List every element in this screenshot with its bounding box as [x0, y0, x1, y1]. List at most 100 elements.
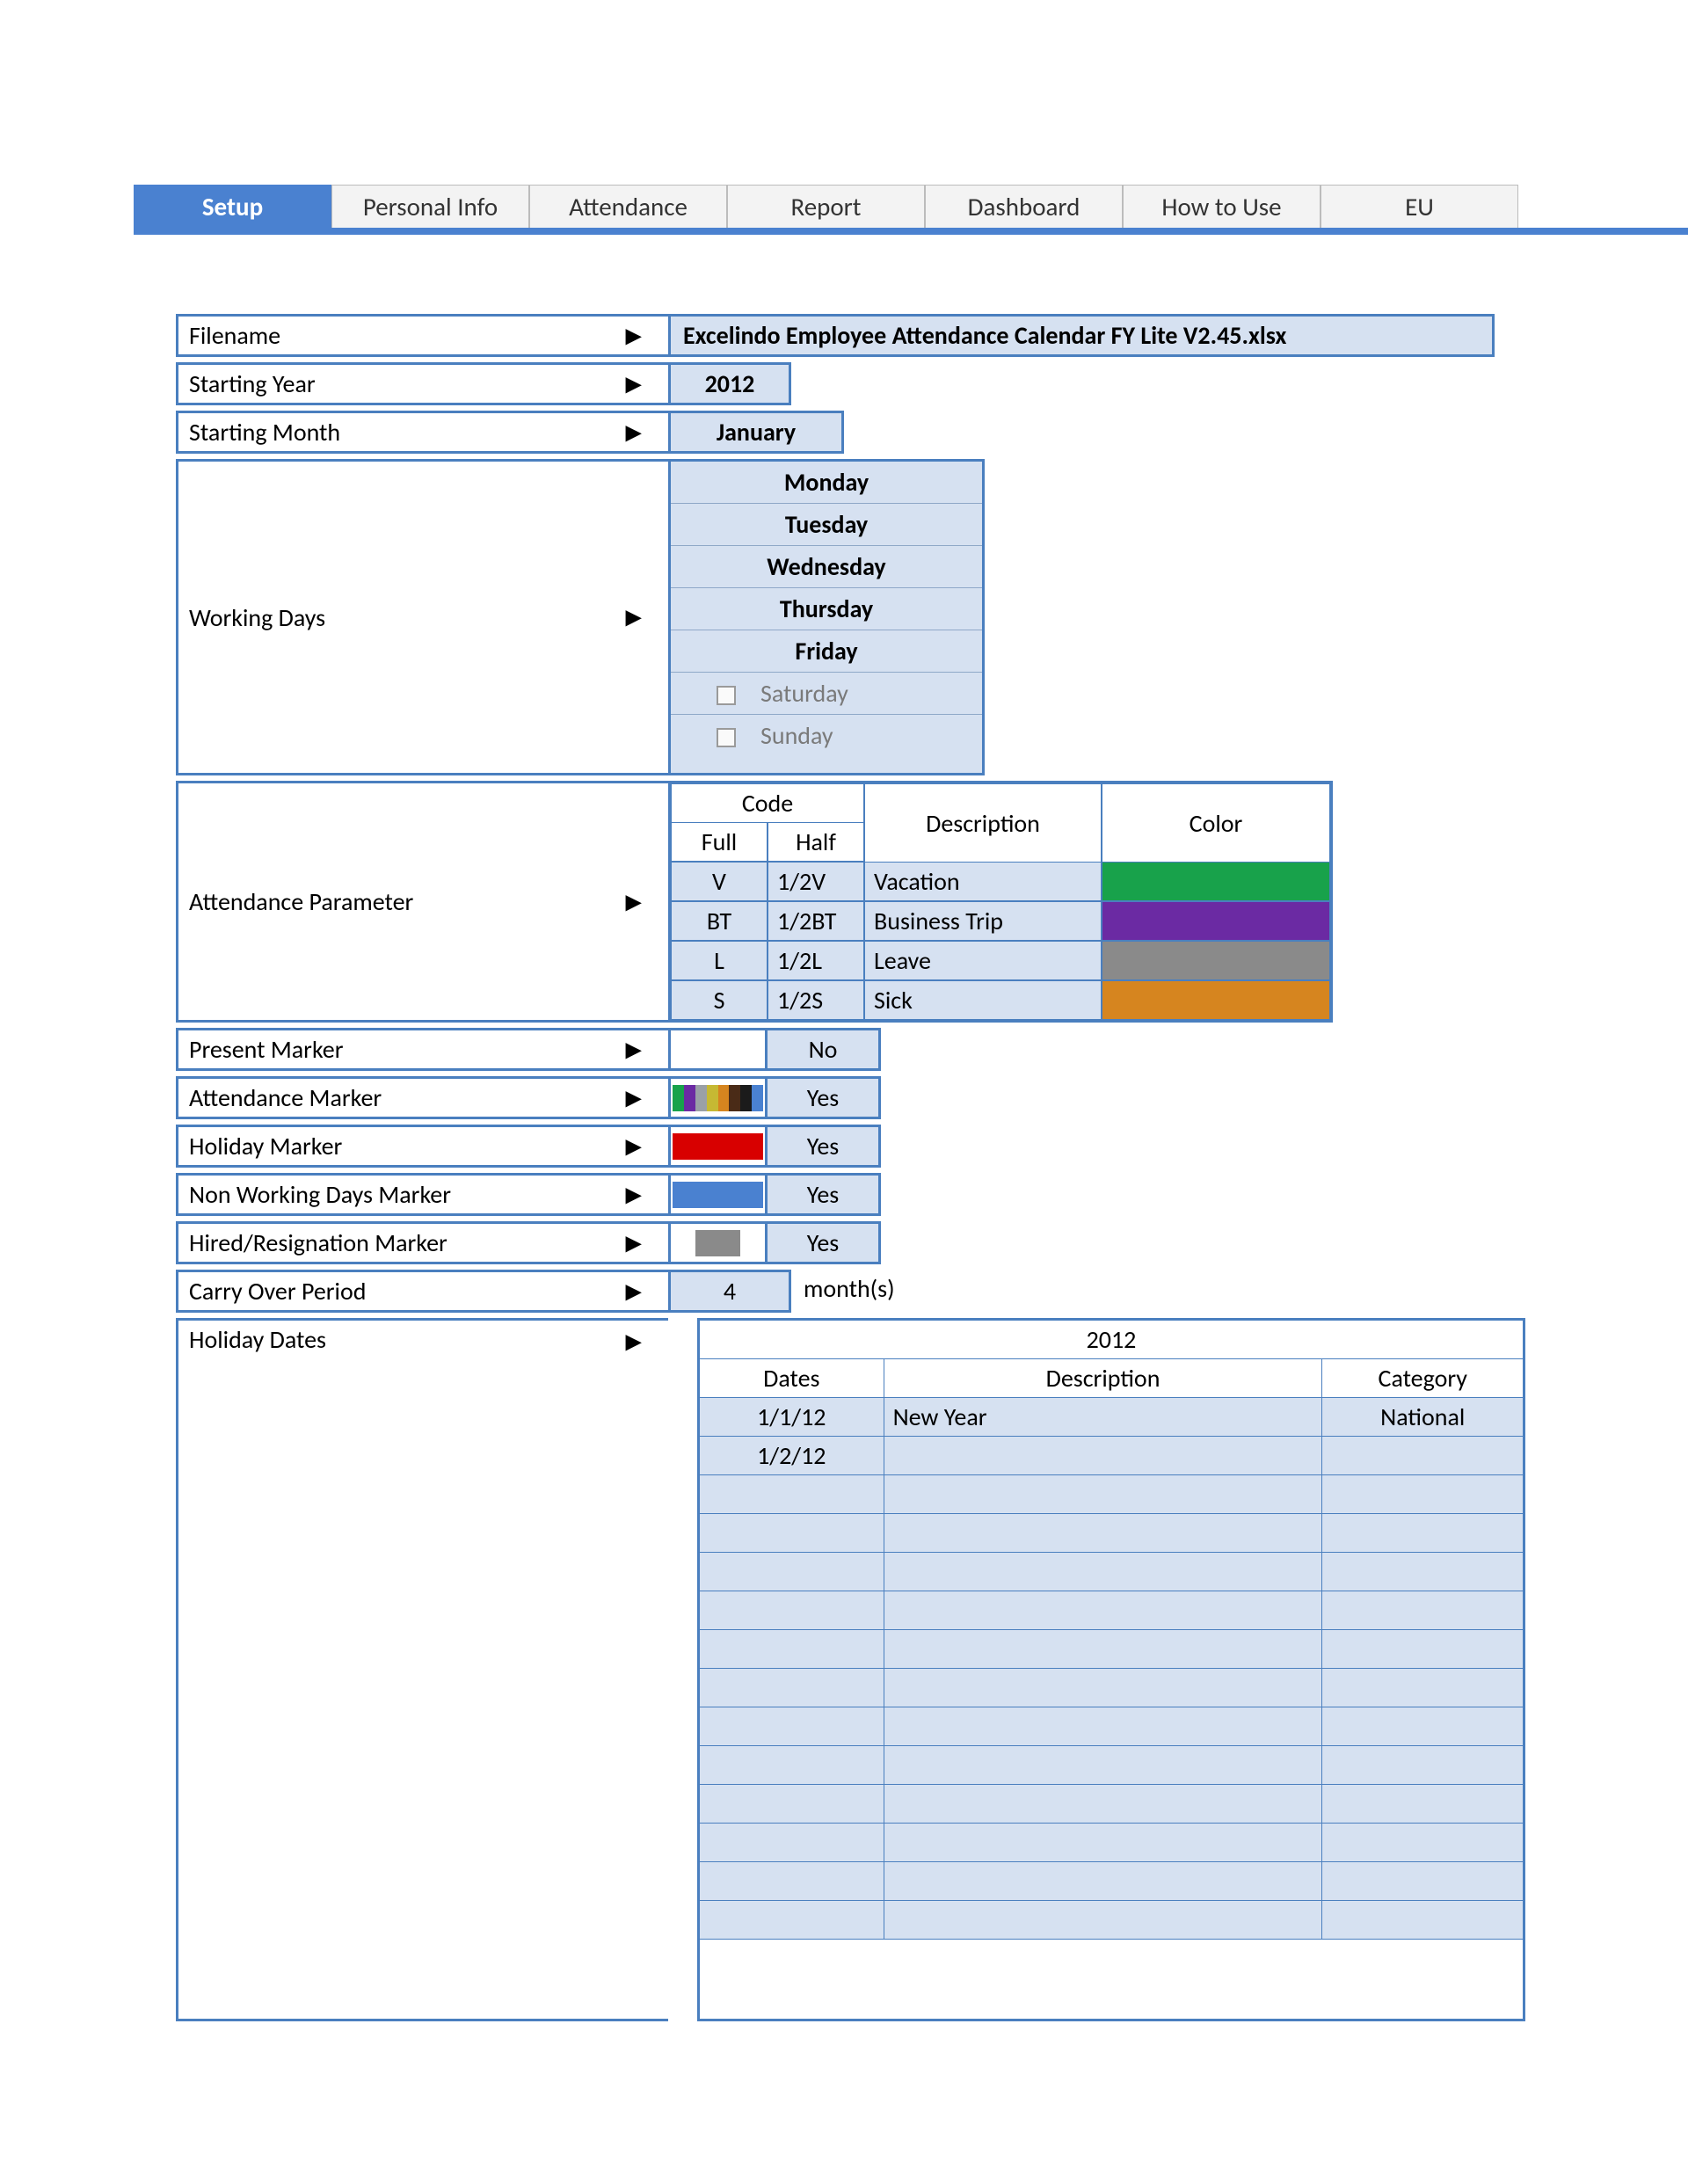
holiday-category-cell[interactable] — [1322, 1785, 1523, 1824]
working-day-friday[interactable]: Friday — [671, 630, 982, 673]
holiday-category-cell[interactable] — [1322, 1707, 1523, 1746]
holiday-category-cell[interactable] — [1322, 1591, 1523, 1630]
holiday-desc-cell[interactable] — [884, 1475, 1323, 1514]
filename-label: Filename — [189, 320, 280, 351]
tab-setup[interactable]: Setup — [134, 185, 331, 228]
att-code-half[interactable]: 1/2S — [768, 980, 864, 1020]
holiday-date-cell[interactable] — [700, 1901, 884, 1940]
holiday-date-cell[interactable] — [700, 1514, 884, 1553]
working-day-wednesday[interactable]: Wednesday — [671, 546, 982, 588]
working-day-monday[interactable]: Monday — [671, 462, 982, 504]
holiday-desc-cell[interactable] — [884, 1707, 1323, 1746]
tab-personal-info[interactable]: Personal Info — [331, 185, 529, 228]
checkbox-icon[interactable] — [717, 686, 736, 705]
holiday-category-cell[interactable] — [1322, 1901, 1523, 1940]
att-description[interactable]: Leave — [864, 941, 1102, 980]
holiday-desc-cell[interactable] — [884, 1785, 1323, 1824]
holiday-category-cell[interactable] — [1322, 1437, 1523, 1475]
present-marker-label-cell: Present Marker ▶ — [176, 1028, 668, 1071]
working-day-sunday[interactable]: Sunday — [671, 715, 982, 756]
tab-eu[interactable]: EU — [1321, 185, 1518, 228]
holiday-category-cell[interactable] — [1322, 1553, 1523, 1591]
holiday-desc-cell[interactable] — [884, 1746, 1323, 1785]
carry-over-label: Carry Over Period — [189, 1276, 366, 1307]
att-description[interactable]: Business Trip — [864, 901, 1102, 941]
arrow-icon: ▶ — [626, 1037, 642, 1062]
tab-attendance[interactable]: Attendance — [529, 185, 727, 228]
holiday-desc-cell[interactable] — [884, 1669, 1323, 1707]
holiday-date-cell[interactable] — [700, 1475, 884, 1514]
holiday-desc-cell[interactable] — [884, 1862, 1323, 1901]
attendance-marker-value[interactable]: Yes — [765, 1076, 881, 1119]
checkbox-icon[interactable] — [717, 728, 736, 747]
att-code-full[interactable]: BT — [671, 901, 768, 941]
att-color-swatch[interactable] — [1102, 941, 1330, 980]
att-color-swatch[interactable] — [1102, 980, 1330, 1020]
holiday-dates-label: Holiday Dates — [189, 1324, 326, 1355]
carry-over-suffix: month(s) — [791, 1270, 907, 1313]
holiday-category-cell[interactable] — [1322, 1669, 1523, 1707]
starting-year-label: Starting Year — [189, 368, 316, 399]
att-code-full[interactable]: S — [671, 980, 768, 1020]
holiday-marker-value[interactable]: Yes — [765, 1125, 881, 1168]
tab-how-to-use[interactable]: How to Use — [1123, 185, 1321, 228]
holiday-category-cell[interactable] — [1322, 1746, 1523, 1785]
holiday-header-category: Category — [1322, 1359, 1523, 1398]
holiday-desc-cell[interactable] — [884, 1591, 1323, 1630]
holiday-category-cell[interactable] — [1322, 1514, 1523, 1553]
nonworking-marker-value[interactable]: Yes — [765, 1173, 881, 1216]
holiday-desc-cell[interactable]: New Year — [884, 1398, 1323, 1437]
holiday-category-cell[interactable]: National — [1322, 1398, 1523, 1437]
tab-dashboard[interactable]: Dashboard — [925, 185, 1123, 228]
holiday-date-cell[interactable] — [700, 1707, 884, 1746]
color-stripe — [684, 1085, 695, 1111]
holiday-desc-cell[interactable] — [884, 1514, 1323, 1553]
hired-resign-marker-value[interactable]: Yes — [765, 1221, 881, 1264]
holiday-date-cell[interactable] — [700, 1591, 884, 1630]
attendance-param-row: S1/2SSick — [671, 980, 1330, 1020]
tab-report[interactable]: Report — [727, 185, 925, 228]
att-code-half[interactable]: 1/2L — [768, 941, 864, 980]
holiday-desc-cell[interactable] — [884, 1553, 1323, 1591]
holiday-date-cell[interactable]: 1/1/12 — [700, 1398, 884, 1437]
holiday-date-cell[interactable] — [700, 1746, 884, 1785]
holiday-desc-cell[interactable] — [884, 1901, 1323, 1940]
holiday-date-cell[interactable] — [700, 1630, 884, 1669]
holiday-date-cell[interactable] — [700, 1553, 884, 1591]
holiday-category-cell[interactable] — [1322, 1862, 1523, 1901]
att-code-full[interactable]: V — [671, 862, 768, 901]
holiday-desc-cell[interactable] — [884, 1630, 1323, 1669]
holiday-date-cell[interactable] — [700, 1669, 884, 1707]
holiday-date-cell[interactable]: 1/2/12 — [700, 1437, 884, 1475]
holiday-date-cell[interactable] — [700, 1862, 884, 1901]
present-marker-value[interactable]: No — [765, 1028, 881, 1071]
working-day-tuesday[interactable]: Tuesday — [671, 504, 982, 546]
starting-year-value[interactable]: 2012 — [668, 362, 791, 405]
holiday-category-cell[interactable] — [1322, 1630, 1523, 1669]
holiday-date-cell[interactable] — [700, 1824, 884, 1862]
working-day-thursday[interactable]: Thursday — [671, 588, 982, 630]
carry-over-value[interactable]: 4 — [668, 1270, 791, 1313]
att-code-half[interactable]: 1/2BT — [768, 901, 864, 941]
working-day-saturday[interactable]: Saturday — [671, 673, 982, 715]
att-description[interactable]: Sick — [864, 980, 1102, 1020]
holiday-desc-cell[interactable] — [884, 1437, 1323, 1475]
att-color-swatch[interactable] — [1102, 862, 1330, 901]
attendance-param-row: BT1/2BTBusiness Trip — [671, 901, 1330, 941]
holiday-category-cell[interactable] — [1322, 1475, 1523, 1514]
present-marker-label: Present Marker — [189, 1034, 343, 1065]
att-header-half: Half — [768, 822, 864, 862]
filename-value[interactable]: Excelindo Employee Attendance Calendar F… — [668, 314, 1495, 357]
att-code-full[interactable]: L — [671, 941, 768, 980]
holiday-row — [700, 1862, 1523, 1901]
starting-month-value[interactable]: January — [668, 411, 844, 454]
holiday-desc-cell[interactable] — [884, 1824, 1323, 1862]
attendance-param-label: Attendance Parameter — [189, 886, 413, 917]
att-description[interactable]: Vacation — [864, 862, 1102, 901]
attendance-param-row: V1/2VVacation — [671, 862, 1330, 901]
holiday-category-cell[interactable] — [1322, 1824, 1523, 1862]
att-color-swatch[interactable] — [1102, 901, 1330, 941]
holiday-date-cell[interactable] — [700, 1785, 884, 1824]
holiday-row — [700, 1785, 1523, 1824]
att-code-half[interactable]: 1/2V — [768, 862, 864, 901]
